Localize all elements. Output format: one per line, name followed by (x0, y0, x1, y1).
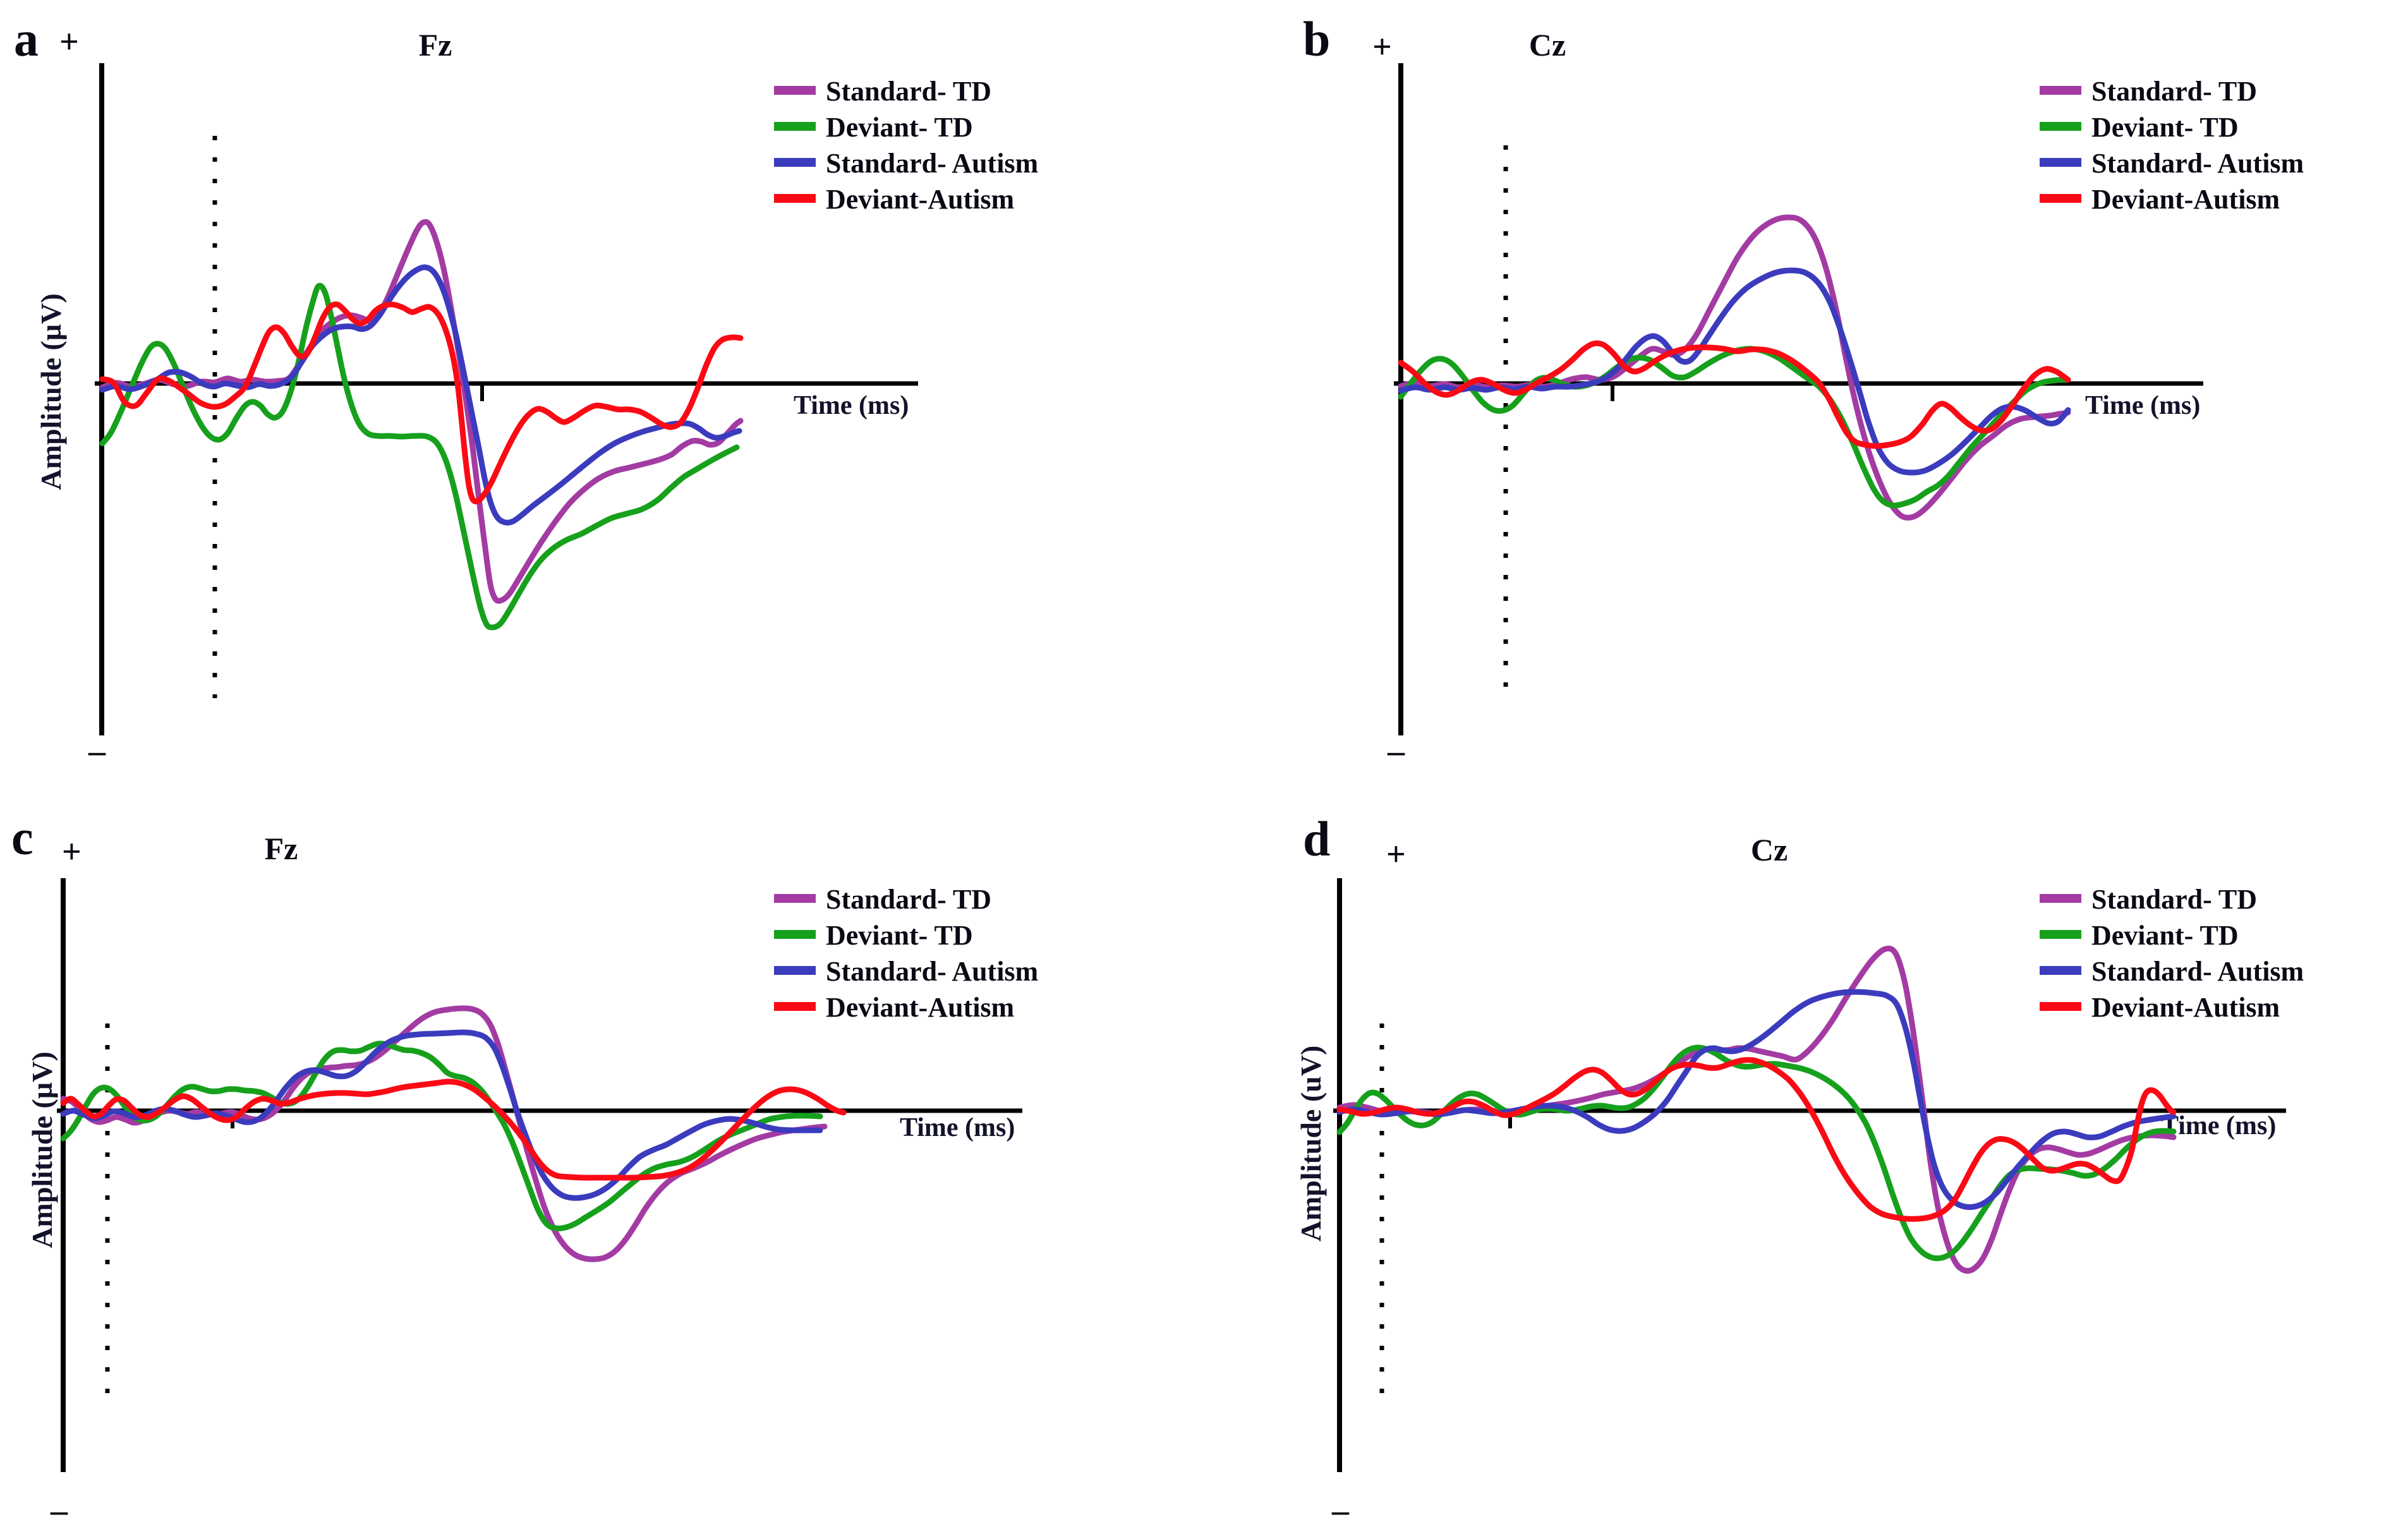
panel-d-x-axis-label: Time (ms) (2161, 1111, 2276, 1140)
legend-swatch-standard_td (2040, 894, 2081, 903)
legend-swatch-deviant_td (774, 122, 816, 131)
legend-swatch-standard_td (774, 86, 816, 95)
panel-d-title: Cz (1751, 832, 1788, 867)
legend-swatch-deviant_autism (774, 194, 816, 203)
legend-label-standard_autism: Standard- Autism (2091, 956, 2304, 987)
legend-swatch-standard_td (2040, 86, 2081, 95)
panel-d-graphics: Standard- TD Deviant- TD Standard- Autism D… (1333, 878, 2304, 1472)
panel-d-plus-sign: + (1386, 835, 1406, 873)
panel-b-title: Cz (1529, 27, 1566, 63)
legend-swatch-deviant_autism (774, 1002, 816, 1011)
panel-c-title: Fz (265, 831, 298, 866)
legend-swatch-standard_autism (2040, 966, 2081, 975)
legend-swatch-standard_autism (774, 966, 816, 975)
waveform-deviant_td (1398, 346, 2071, 509)
panel-a-minus-sign: – (88, 732, 106, 770)
waveform-deviant_autism (60, 1078, 847, 1181)
waveform-deviant_autism (1336, 1057, 2177, 1222)
panel-b-letter: b (1303, 11, 1330, 66)
legend-label-deviant_autism: Deviant-Autism (826, 184, 1014, 215)
legend-swatch-deviant_autism (2040, 1002, 2081, 1011)
legend-label-standard_td: Standard- TD (826, 884, 991, 915)
waveform-deviant_td (1336, 1044, 2177, 1262)
legend-label-deviant_td: Deviant- TD (2091, 112, 2239, 143)
panel-b-plus-sign: + (1372, 28, 1392, 66)
legend-swatch-standard_autism (774, 158, 816, 167)
legend-label-standard_td: Standard- TD (2091, 76, 2257, 107)
legend-label-deviant_autism: Deviant-Autism (2091, 184, 2280, 215)
waveform-standard_td (1398, 214, 2071, 521)
panel-d: d + Cz – Amplitude (uV) Time (ms) Standa… (1295, 811, 2304, 1522)
panel-c: c + Fz – Amplitude (µV) Time (ms) Standa… (11, 810, 1038, 1522)
panel-b-minus-sign: – (1387, 732, 1405, 770)
waveform-standard_td (99, 219, 744, 604)
panel-a-title: Fz (419, 27, 452, 63)
legend-label-standard_autism: Standard- Autism (2091, 148, 2304, 179)
panel-b: b + Cz – Time (ms) Standard- TD Deviant- … (1303, 11, 2304, 770)
panel-d-letter: d (1303, 811, 1330, 866)
waveform-deviant_autism (1398, 340, 2071, 449)
legend-label-deviant_autism: Deviant-Autism (826, 992, 1014, 1023)
waveform-deviant_autism (99, 301, 744, 505)
legend-label-deviant_td: Deviant- TD (826, 112, 973, 143)
panel-d-minus-sign: – (1331, 1491, 1350, 1522)
panel-c-minus-sign: – (50, 1491, 68, 1522)
legend-swatch-deviant_td (774, 930, 816, 939)
waveform-standard_td (60, 1005, 828, 1262)
waveform-standard_autism (1398, 267, 2071, 476)
waveform-deviant_td (60, 1041, 823, 1231)
legend-label-deviant_autism: Deviant-Autism (2091, 992, 2280, 1023)
panel-d-y-axis-label: Amplitude (uV) (1295, 1046, 1327, 1242)
waveform-standard_autism (60, 1029, 823, 1201)
panel-a-y-axis-label: Amplitude (µV) (35, 293, 67, 490)
panel-b-x-axis-label: Time (ms) (2085, 391, 2200, 420)
legend-label-standard_td: Standard- TD (826, 76, 991, 107)
panel-c-plus-sign: + (62, 833, 82, 871)
legend-swatch-standard_td (774, 894, 816, 903)
panel-a-x-axis-label: Time (ms) (794, 391, 909, 420)
legend-swatch-deviant_td (2040, 122, 2081, 131)
panel-a-plus-sign: + (59, 23, 79, 61)
panel-c-y-axis-label: Amplitude (µV) (26, 1051, 58, 1248)
panel-a: a + Fz – Amplitude (µV) Time (ms) Standa… (14, 11, 1038, 770)
legend-swatch-deviant_autism (2040, 194, 2081, 203)
panel-c-x-axis-label: Time (ms) (900, 1113, 1015, 1142)
panel-a-letter: a (14, 11, 39, 66)
waveform-deviant_td (99, 282, 740, 631)
legend-label-standard_autism: Standard- Autism (826, 148, 1038, 179)
legend-label-deviant_td: Deviant- TD (2091, 920, 2239, 951)
waveform-standard_autism (99, 264, 742, 526)
panel-c-graphics: Standard- TD Deviant- TD Standard- Autism D… (57, 878, 1038, 1472)
panel-b-graphics: Standard- TD Deviant- TD Standard- Autism D… (1394, 63, 2304, 735)
legend-label-standard_autism: Standard- Autism (826, 956, 1038, 987)
legend-label-deviant_td: Deviant- TD (826, 920, 973, 951)
legend-swatch-standard_autism (2040, 158, 2081, 167)
legend-swatch-deviant_td (2040, 930, 2081, 939)
legend-label-standard_td: Standard- TD (2091, 884, 2257, 915)
panel-a-graphics: Standard- TD Deviant- TD Standard- Autism D… (95, 63, 1038, 735)
panel-c-letter: c (11, 810, 33, 865)
